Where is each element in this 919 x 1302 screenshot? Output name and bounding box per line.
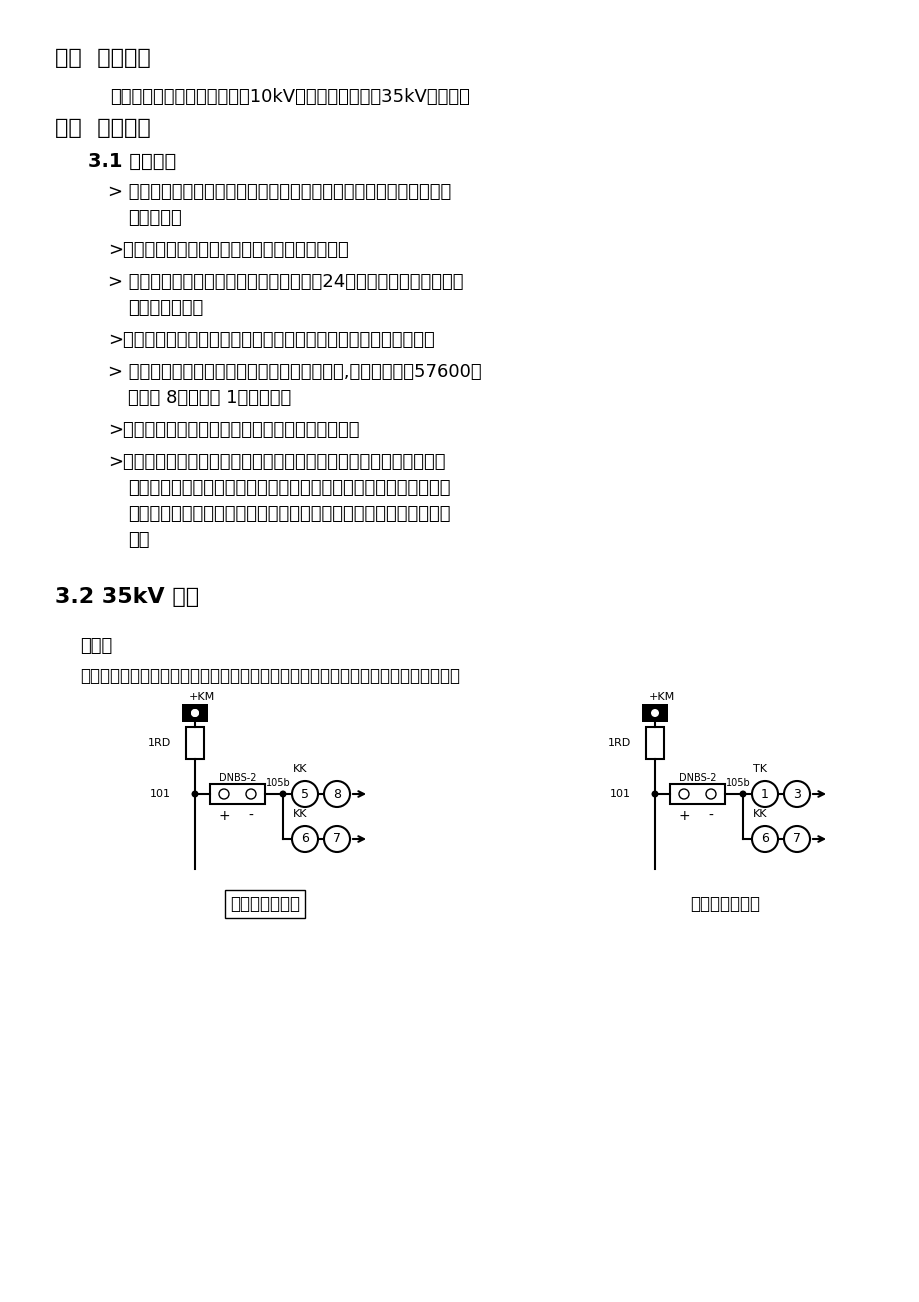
Text: TK: TK [752, 764, 766, 773]
Text: 6: 6 [301, 832, 309, 845]
Text: 1: 1 [760, 788, 768, 801]
Text: DNBS-2: DNBS-2 [219, 773, 256, 783]
Text: 1RD: 1RD [607, 738, 630, 749]
Circle shape [783, 825, 809, 852]
Bar [210, 784, 265, 805]
Text: 断路器: 断路器 [80, 637, 112, 655]
Text: +KM: +KM [188, 691, 215, 702]
Text: 8: 8 [333, 788, 341, 801]
Text: 105b: 105b [725, 779, 750, 788]
Circle shape [323, 825, 349, 852]
Text: >五防工作站电源接入利用现有的电源供给方式。: >五防工作站电源接入利用现有的电源供给方式。 [108, 241, 348, 259]
Circle shape [291, 825, 318, 852]
Text: 101: 101 [609, 789, 630, 799]
Text: 通过在开关柜上加装电编码锁，实现断路器就地电动操作的强制闭锁，接线方式如下：: 通过在开关柜上加装电编码锁，实现断路器就地电动操作的强制闭锁，接线方式如下： [80, 667, 460, 685]
Circle shape [245, 789, 255, 799]
Text: 7: 7 [333, 832, 341, 845]
Text: KK: KK [292, 764, 307, 773]
Text: 三、  施工明晰: 三、 施工明晰 [55, 118, 151, 138]
Text: KK: KK [752, 809, 766, 819]
Text: 3.1 五防主机: 3.1 五防主机 [88, 152, 176, 171]
Bar [669, 784, 724, 805]
Text: 101: 101 [150, 789, 171, 799]
Text: > 在小白塔水电站中控室装设五防主机，五防主机放置位置由电站相关: > 在小白塔水电站中控室装设五防主机，五防主机放置位置由电站相关 [108, 184, 450, 201]
Bar [641, 704, 667, 723]
Circle shape [678, 789, 688, 799]
Circle shape [323, 781, 349, 807]
Circle shape [751, 825, 777, 852]
Text: > 五防工作站与防误主机之间采用串口方式通讯,配置波特率为57600、: > 五防工作站与防误主机之间采用串口方式通讯,配置波特率为57600、 [108, 363, 482, 381]
Text: 人员指定。: 人员指定。 [128, 210, 182, 227]
Text: 无同期闭锁回路: 无同期闭锁回路 [230, 894, 300, 913]
Text: KK: KK [292, 809, 307, 819]
Text: 3.2 35kV 设备: 3.2 35kV 设备 [55, 587, 199, 607]
Circle shape [705, 789, 715, 799]
Circle shape [751, 781, 777, 807]
Text: > 工作站主机为戴尔商用计算机；显示器为24寸液晶（黑色宽屏）；配: > 工作站主机为戴尔商用计算机；显示器为24寸液晶（黑色宽屏）；配 [108, 273, 463, 292]
Text: 验。: 验。 [128, 531, 150, 549]
Circle shape [291, 781, 318, 807]
Bar [186, 727, 204, 759]
Text: >监控厂家需要到场启用和配置与防误系统通讯配套的通讯模块，双方: >监控厂家需要到场启用和配置与防误系统通讯配套的通讯模块，双方 [108, 453, 445, 471]
Bar [182, 704, 208, 723]
Circle shape [191, 710, 199, 717]
Text: 105b: 105b [266, 779, 290, 788]
Circle shape [651, 790, 658, 798]
Circle shape [783, 781, 809, 807]
Circle shape [651, 710, 658, 717]
Text: -: - [248, 809, 253, 823]
Circle shape [739, 790, 745, 798]
Text: 3: 3 [792, 788, 800, 801]
Text: 数据位 8、停止位 1、无校验。: 数据位 8、停止位 1、无校验。 [128, 389, 291, 408]
Text: >五防工作站与集控中心服务器之间采用网络通讯。: >五防工作站与集控中心服务器之间采用网络通讯。 [108, 421, 359, 439]
Bar [645, 727, 664, 759]
Text: >根据现场主接线图和闭锁范围绘制五防主接线，并编辑闭锁条件。: >根据现场主接线图和闭锁范围绘制五防主接线，并编辑闭锁条件。 [108, 331, 435, 349]
Text: -: - [708, 809, 712, 823]
Circle shape [279, 790, 286, 798]
Text: 1RD: 1RD [148, 738, 171, 749]
Circle shape [219, 789, 229, 799]
Text: 7: 7 [792, 832, 800, 845]
Text: 约定通讯模块后配置好相应的规约参数，实遥信顺序表和遥控点表由: 约定通讯模块后配置好相应的规约参数，实遥信顺序表和遥控点表由 [128, 479, 450, 497]
Text: +KM: +KM [648, 691, 675, 702]
Text: 监控厂家制作、提供；五防向监控发送解锁命令的方式做解、闭锁试: 监控厂家制作、提供；五防向监控发送解锁命令的方式做解、闭锁试 [128, 505, 450, 523]
Text: 二、  施工范围: 二、 施工范围 [55, 48, 151, 68]
Text: 6: 6 [760, 832, 768, 845]
Text: +: + [677, 809, 689, 823]
Text: 置激光打印机。: 置激光打印机。 [128, 299, 203, 316]
Text: 小白塔水电站中控室、主变、10kV开关室、励磁变、35kV开关室。: 小白塔水电站中控室、主变、10kV开关室、励磁变、35kV开关室。 [110, 89, 470, 105]
Text: 有同期闭锁回路: 有同期闭锁回路 [689, 894, 759, 913]
Text: DNBS-2: DNBS-2 [678, 773, 716, 783]
Text: +: + [218, 809, 230, 823]
Text: 5: 5 [301, 788, 309, 801]
Circle shape [191, 710, 199, 717]
Circle shape [191, 790, 199, 798]
